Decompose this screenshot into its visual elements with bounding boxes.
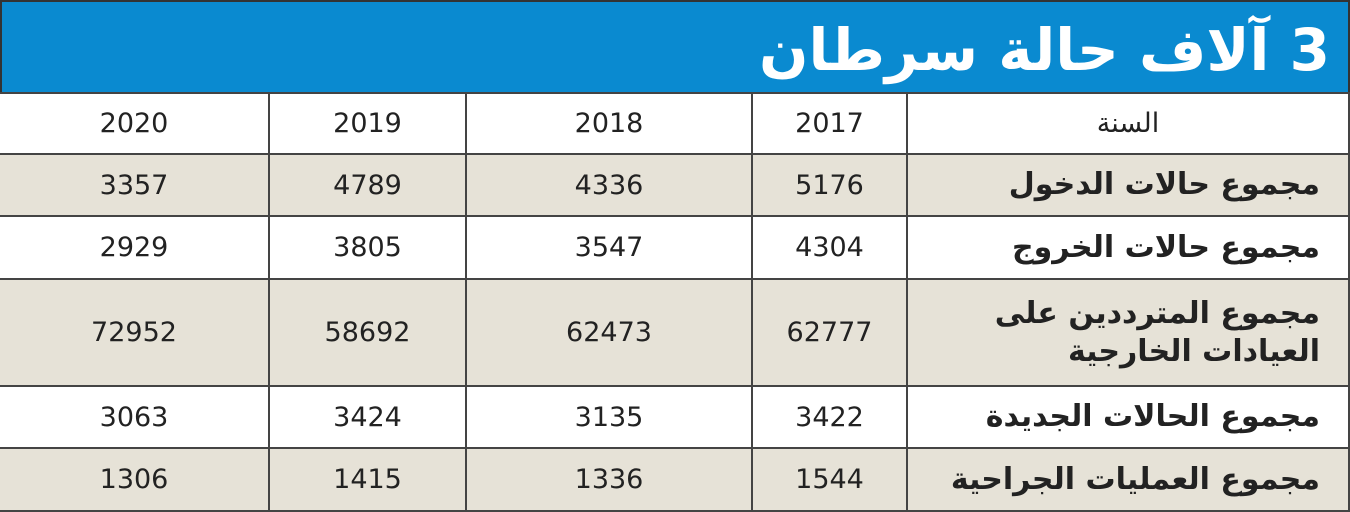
- column-header: 2017: [751, 92, 908, 155]
- cell-value: 1415: [268, 447, 467, 512]
- row-label: مجموع العمليات الجراحية: [906, 447, 1350, 512]
- cell-value: 5176: [751, 153, 908, 217]
- cell-value: 1544: [751, 447, 908, 512]
- table-row: مجموع حالات الخروج 4304 3547 3805 2929: [0, 215, 1350, 280]
- row-label: مجموع المترددين على العيادات الخارجية: [906, 278, 1350, 387]
- cell-value: 1336: [465, 447, 753, 512]
- cell-value: 3135: [465, 385, 753, 449]
- cell-value: 4304: [751, 215, 908, 280]
- cell-value: 72952: [0, 278, 270, 387]
- header-row: السنة 2017 2018 2019 2020: [0, 92, 1350, 155]
- cell-value: 2929: [0, 215, 270, 280]
- row-label: مجموع حالات الخروج: [906, 215, 1350, 280]
- column-header: 2019: [268, 92, 467, 155]
- cell-value: 58692: [268, 278, 467, 387]
- row-label: مجموع الحالات الجديدة: [906, 385, 1350, 449]
- cell-value: 4789: [268, 153, 467, 217]
- cell-value: 4336: [465, 153, 753, 217]
- cell-value: 1306: [0, 447, 270, 512]
- cell-value: 3805: [268, 215, 467, 280]
- row-label: مجموع حالات الدخول: [906, 153, 1350, 217]
- table-row: مجموع العمليات الجراحية 1544 1336 1415 1306: [0, 447, 1350, 512]
- column-header: 2020: [0, 92, 270, 155]
- cell-value: 3063: [0, 385, 270, 449]
- cell-value: 3547: [465, 215, 753, 280]
- cell-value: 3424: [268, 385, 467, 449]
- title: 3 آلاف حالة سرطان: [759, 16, 1330, 84]
- row-header-title: السنة: [906, 92, 1350, 155]
- data-table: السنة 2017 2018 2019 2020 مجموع حالات الدخول 5…: [0, 92, 1350, 512]
- column-header: 2018: [465, 92, 753, 155]
- table-row: مجموع حالات الدخول 5176 4336 4789 3357: [0, 153, 1350, 217]
- cell-value: 62473: [465, 278, 753, 387]
- table-row: مجموع المترددين على العيادات الخارجية 627…: [0, 278, 1350, 387]
- cell-value: 3422: [751, 385, 908, 449]
- table-row: مجموع الحالات الجديدة 3422 3135 3424 3063: [0, 385, 1350, 449]
- title-bar: 3 آلاف حالة سرطان: [0, 0, 1350, 92]
- cell-value: 3357: [0, 153, 270, 217]
- cell-value: 62777: [751, 278, 908, 387]
